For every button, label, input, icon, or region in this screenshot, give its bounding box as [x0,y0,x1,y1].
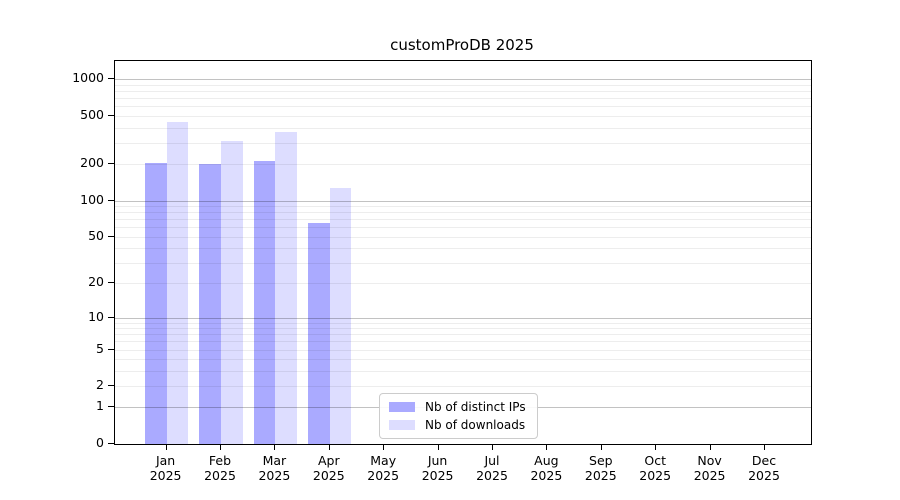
legend-item-distinct-ips: Nb of distinct IPs [389,400,526,414]
x-tick-mark [546,445,548,450]
bar-jan-downloads [166,121,189,444]
x-tick-label-jul: Jul 2025 [462,453,522,483]
y-tick-label: 500 [80,107,104,122]
month-label: Jan [155,453,176,468]
legend-item-downloads: Nb of downloads [389,418,526,432]
x-tick-label-dec: Dec 2025 [734,453,794,483]
y-tick-mark [108,115,114,116]
x-tick-mark [764,445,765,450]
bar-apr-downloads [329,187,352,444]
x-tick-label-feb: Feb 2025 [190,453,250,483]
year-label: 2025 [421,467,454,483]
x-tick-mark [600,445,602,450]
bar-feb-downloads [221,140,243,444]
year-label: 2025 [312,467,345,483]
legend-swatch-downloads [389,420,415,430]
year-label: 2025 [367,467,400,483]
legend-swatch-distinct-ips [389,402,415,412]
y-tick-label: 100 [80,191,104,207]
y-tick-mark [108,385,114,386]
y-tick-label: 50 [88,227,104,243]
x-tick-label-apr: Apr 2025 [299,453,359,483]
x-tick-label-jun: Jun 2025 [408,453,468,483]
bar-feb-distinct-ips [199,164,221,444]
x-tick-label-nov: Nov 2025 [680,453,740,483]
y-tick-mark [108,235,114,237]
month-label: Jun [427,453,448,468]
month-label: Sep [589,453,613,468]
y-tick-label: 0 [96,435,104,450]
year-label: 2025 [530,467,563,483]
y-tick-mark [108,163,114,165]
year-label: 2025 [693,467,726,483]
chart-title: customProDB 2025 [390,36,534,54]
month-label: Dec [751,453,777,468]
x-tick-label-sep: Sep 2025 [571,453,631,483]
x-tick-label-oct: Oct 2025 [625,453,685,483]
month-label: May [370,453,397,468]
x-tick-mark [655,445,657,450]
plot-area: Nb of distinct IPs Nb of downloads [114,60,812,445]
x-tick-mark [274,445,276,450]
y-tick-label: 2 [96,377,104,392]
x-tick-mark [383,445,385,450]
x-tick-mark [165,445,167,450]
year-label: 2025 [584,467,617,483]
x-tick-label-jan: Jan 2025 [136,453,196,483]
year-label: 2025 [639,467,672,483]
y-tick-mark [108,348,114,350]
year-label: 2025 [204,467,236,483]
x-tick-label-mar: Mar 2025 [244,453,304,483]
x-tick-label-may: May 2025 [353,453,413,483]
bar-jan-distinct-ips [145,162,167,444]
month-label: Feb [208,453,232,468]
y-tick-mark [108,406,114,408]
bar-apr-distinct-ips [308,222,330,444]
y-tick-mark [108,443,114,444]
bar-mar-distinct-ips [253,161,276,444]
year-label: 2025 [149,467,182,483]
month-label: Mar [262,453,287,468]
y-tick-label: 10 [88,308,104,324]
year-label: 2025 [258,467,291,483]
x-tick-mark [437,445,439,450]
y-tick-label: 5 [96,340,104,356]
y-tick-label: 20 [88,274,104,290]
x-tick-mark [492,445,493,450]
year-label: 2025 [476,467,508,483]
legend-label-downloads: Nb of downloads [425,418,526,432]
legend-label-distinct-ips: Nb of distinct IPs [425,400,526,414]
month-label: Jul [484,453,500,468]
y-tick-mark [108,78,114,80]
y-tick-mark [108,316,114,318]
y-tick-label: 1 [96,398,104,414]
y-tick-mark [108,199,114,201]
x-tick-mark [328,445,330,450]
legend: Nb of distinct IPs Nb of downloads [379,393,538,439]
month-label: Oct [644,453,666,468]
month-label: Aug [534,453,559,468]
month-label: Apr [317,453,340,468]
month-label: Nov [697,453,722,468]
y-tick-label: 200 [80,155,104,171]
year-label: 2025 [748,467,780,483]
x-tick-label-aug: Aug 2025 [516,453,576,483]
bar-mar-downloads [275,131,297,444]
x-tick-mark [220,445,221,450]
y-tick-label: 1000 [72,70,104,86]
bars-layer [115,61,811,444]
y-tick-mark [108,282,114,284]
x-tick-mark [709,445,711,450]
